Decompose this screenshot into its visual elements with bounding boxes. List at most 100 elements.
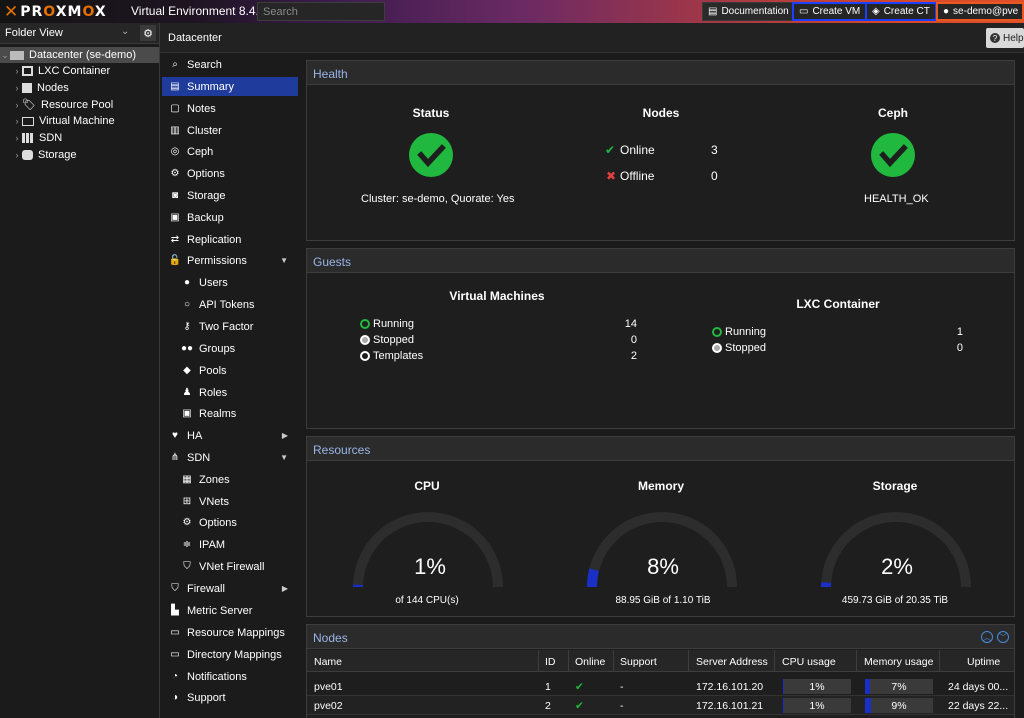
tree-item-sdn[interactable]: › SDN	[0, 130, 159, 147]
nav-item-support[interactable]: ◑ Support	[162, 688, 298, 707]
nav-item-pools[interactable]: ◆ Pools	[162, 361, 298, 380]
expand-icon[interactable]: ›	[15, 116, 19, 127]
nav-item-roles[interactable]: ♟ Roles	[162, 383, 298, 402]
nav-item-summary[interactable]: ▤ Summary	[162, 77, 298, 96]
nav-item-two-factor[interactable]: ⚷ Two Factor	[162, 317, 298, 336]
notes-icon: ▢	[170, 103, 180, 114]
nav-item-users[interactable]: ● Users	[162, 273, 298, 292]
expand-icon[interactable]: ›	[15, 149, 19, 160]
lxc-status-count: 1	[956, 326, 963, 338]
help-button[interactable]: ? Help	[986, 28, 1024, 48]
nav-item-notifications[interactable]: ◔ Notifications	[162, 667, 298, 686]
ceph-ok-check-icon	[871, 133, 915, 177]
nav-item-ceph[interactable]: ◎ Ceph	[162, 142, 298, 161]
col-server-address[interactable]: Server Address	[696, 656, 768, 668]
nav-item-storage[interactable]: ◙ Storage	[162, 186, 298, 205]
nav-item-realms[interactable]: ▣ Realms	[162, 404, 298, 423]
collapse-up-icon[interactable]: ︿	[981, 631, 993, 643]
tree-item-virtual-machine[interactable]: › Virtual Machine	[0, 113, 159, 130]
tree-settings-gear-icon[interactable]: ⚙	[140, 25, 156, 41]
nav-item-options[interactable]: ⚙ Options	[162, 164, 298, 183]
lxc-cube-icon	[22, 66, 33, 77]
nav-item-label: Notifications	[187, 670, 247, 683]
help-label: Help	[1003, 32, 1024, 44]
nav-item-ha[interactable]: ♥ HA ▶	[162, 426, 298, 445]
col-uptime[interactable]: Uptime	[967, 656, 1001, 668]
bell-icon: ◔	[171, 671, 179, 682]
cpu-detail: of 144 CPU(s)	[395, 595, 459, 606]
node-support: -	[620, 700, 624, 712]
gear-icon: ⚙	[182, 517, 192, 528]
table-row[interactable]: pve02 2 ✔ - 172.16.101.21 1% 9% 22 days …	[307, 696, 1014, 715]
nav-item-backup[interactable]: ▣ Backup	[162, 208, 298, 227]
caret-right-icon[interactable]: ▶	[281, 431, 288, 440]
global-search-input[interactable]	[257, 2, 385, 21]
expand-icon[interactable]: ›	[15, 99, 19, 110]
nav-item-permissions[interactable]: 🔓 Permissions ▼	[162, 251, 298, 270]
tree-item-lxc-container[interactable]: › LXC Container	[0, 63, 159, 80]
expand-down-icon[interactable]: ﹀	[997, 631, 1009, 643]
nav-item-firewall[interactable]: ⛉ Firewall ▶	[162, 579, 298, 598]
expand-icon[interactable]: ›	[15, 66, 19, 77]
create-vm-button[interactable]: ▭ Create VM	[792, 2, 868, 21]
nav-item-replication[interactable]: ⇄ Replication	[162, 230, 298, 249]
table-row[interactable]: pve01 1 ✔ - 172.16.101.20 1% 7% 24 days …	[307, 677, 1014, 696]
expand-icon[interactable]: ›	[15, 83, 19, 94]
nav-item-options[interactable]: ⚙ Options	[162, 513, 298, 532]
nav-item-search[interactable]: ⌕ Search	[162, 55, 298, 74]
nav-item-label: HA	[187, 429, 203, 442]
nav-item-groups[interactable]: ●● Groups	[162, 339, 298, 358]
nav-item-directory-mappings[interactable]: ▭ Directory Mappings	[162, 645, 298, 664]
memory-usage-fill	[865, 679, 870, 694]
lxc-status-label: Stopped	[725, 342, 766, 354]
create-ct-button[interactable]: ◈ Create CT	[865, 2, 937, 21]
online-check-icon: ✔	[575, 700, 584, 712]
nav-item-zones[interactable]: ▦ Zones	[162, 470, 298, 489]
nav-item-sdn[interactable]: ⋔ SDN ▼	[162, 448, 298, 467]
caret-down-icon[interactable]: ▼	[280, 256, 288, 265]
caret-down-icon[interactable]: ▼	[280, 453, 288, 462]
nav-item-label: Options	[187, 167, 225, 180]
col-id[interactable]: ID	[545, 656, 556, 668]
documentation-button[interactable]: ▤ Documentation	[702, 2, 795, 21]
sdn-icon: ⋔	[170, 452, 180, 463]
user-menu-button[interactable]: ● se-demo@pve	[936, 2, 1024, 21]
col-online[interactable]: Online	[575, 656, 606, 668]
tree-item-label: Nodes	[37, 82, 69, 95]
nav-item-resource-mappings[interactable]: ▭ Resource Mappings	[162, 623, 298, 642]
guests-panel: Guests Virtual Machines Running 14 Stopp…	[306, 248, 1015, 429]
nav-item-notes[interactable]: ▢ Notes	[162, 99, 298, 118]
user-label: se-demo@pve	[953, 6, 1019, 17]
nav-item-cluster[interactable]: ▥ Cluster	[162, 121, 298, 140]
guests-panel-title: Guests	[307, 249, 1014, 273]
tree-item-nodes[interactable]: › Nodes	[0, 80, 159, 97]
nav-item-api-tokens[interactable]: ○ API Tokens	[162, 295, 298, 314]
expand-icon[interactable]: ›	[15, 133, 19, 144]
tree-item-label: Storage	[38, 148, 77, 161]
col-name[interactable]: Name	[314, 656, 343, 668]
col-support[interactable]: Support	[620, 656, 657, 668]
nav-item-ipam[interactable]: ≑ IPAM	[162, 535, 298, 554]
ceph-health-status[interactable]: HEALTH_OK	[864, 193, 929, 205]
grid-icon	[22, 133, 34, 144]
tree-item-resource-pool[interactable]: › 🏷 Resource Pool	[0, 96, 159, 113]
nav-item-metric-server[interactable]: ▙ Metric Server	[162, 601, 298, 620]
nav-item-label: VNet Firewall	[199, 560, 265, 573]
nav-item-label: Ceph	[187, 145, 214, 158]
proxmox-logo[interactable]: ✕ PROXMOX	[4, 2, 107, 22]
caret-right-icon[interactable]: ▶	[281, 584, 288, 593]
chevron-down-icon[interactable]: ⌄	[121, 26, 130, 37]
nav-item-label: IPAM	[199, 538, 226, 551]
col-memory-usage[interactable]: Memory usage	[864, 656, 934, 668]
tree-item-storage[interactable]: › Storage	[0, 146, 159, 163]
collapse-icon[interactable]: ⌄	[1, 49, 9, 60]
nav-item-vnet-firewall[interactable]: ⛉ VNet Firewall	[162, 557, 298, 576]
nav-item-vnets[interactable]: ⊞ VNets	[162, 492, 298, 511]
nav-item-label: Summary	[187, 80, 235, 93]
resources-panel-title: Resources	[307, 437, 1014, 461]
nav-item-label: SDN	[187, 451, 211, 464]
stopped-status-icon	[360, 335, 370, 345]
tree-item-datacenter[interactable]: ⌄ Datacenter (se-demo)	[0, 47, 159, 63]
col-cpu-usage[interactable]: CPU usage	[782, 656, 836, 668]
view-selector[interactable]: Folder View ⌄ ⚙	[0, 23, 159, 44]
